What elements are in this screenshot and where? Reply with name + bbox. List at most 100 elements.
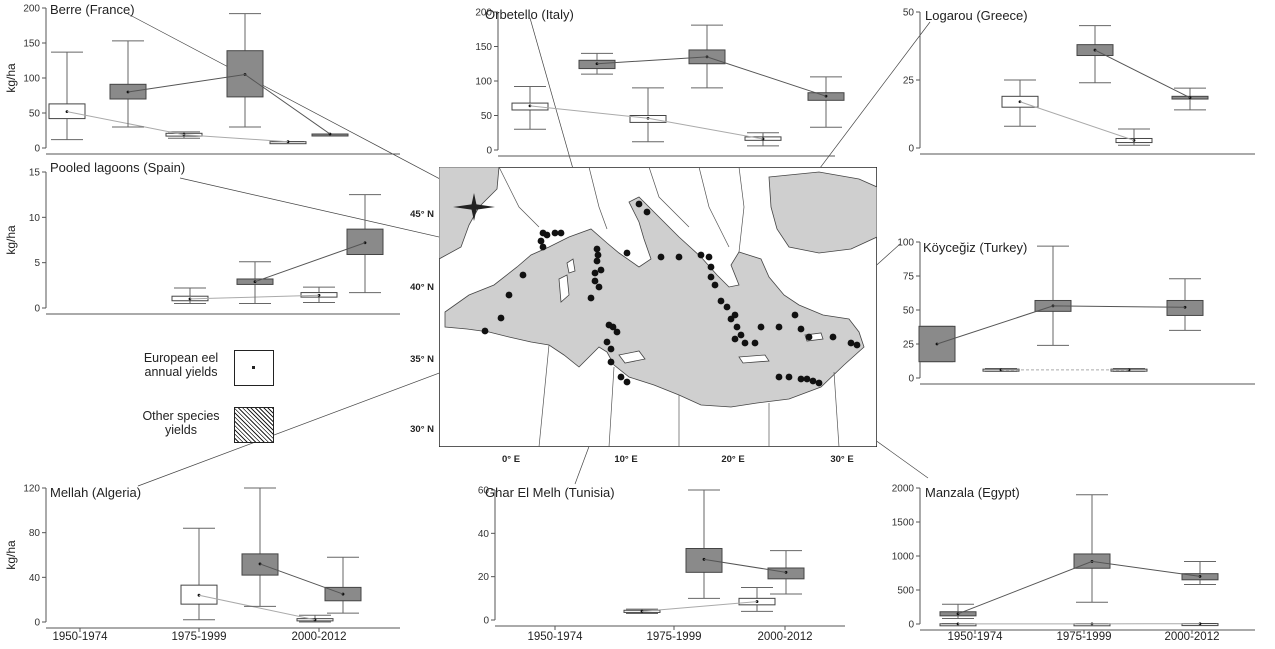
lagoon-site-dot [597, 266, 605, 274]
chart-ghar: 0 20 40 60 1950-1974 1975-1999 2000-2012 Ghar E… [478, 485, 845, 643]
lon-label-30: 30° E [830, 454, 853, 465]
lagoon-site-dot [543, 231, 551, 239]
lagoon-site-dot [643, 208, 651, 216]
lagoon-site-dot [775, 373, 783, 381]
y-tick-label: 20 [478, 572, 490, 583]
lagoon-site-dot [623, 378, 631, 386]
y-tick-label: 75 [903, 272, 915, 283]
y-tick-label: 120 [23, 484, 40, 495]
lagoon-site-dot [803, 375, 811, 383]
y-tick-label: 0 [908, 144, 914, 155]
lagoon-site-dot [594, 251, 602, 259]
x-tick-label: 1950-1974 [948, 631, 1004, 643]
y-tick-label: 50 [903, 306, 915, 317]
y-tick-label: 40 [478, 529, 490, 540]
lagoon-site-dot [617, 373, 625, 381]
country-border [538, 344, 550, 448]
lagoon-site-dot [727, 315, 735, 323]
other-trend-line [127, 73, 331, 135]
y-tick-label: 2000 [892, 484, 915, 495]
legend-eel-label: European eel annual yields [143, 351, 219, 379]
y-tick-label: 60 [478, 486, 490, 497]
x-tick-label: 1950-1974 [53, 631, 109, 643]
country-border [698, 166, 730, 248]
lagoon-site-dot [595, 283, 603, 291]
black-sea [768, 171, 878, 254]
lagoon-site-dot [613, 328, 621, 336]
lagoon-site-dot [797, 325, 805, 333]
other-trend-line [259, 563, 344, 595]
panel-spain: 0 5 10 15 kg/ha Pooled lagoons (Spain) [0, 160, 430, 320]
lon-label-20: 20° E [721, 454, 744, 465]
y-tick-label: 40 [29, 573, 41, 584]
lagoon-site-dot [733, 323, 741, 331]
lagoon-site-dot [707, 263, 715, 271]
y-tick-label: 0 [34, 618, 40, 629]
lagoon-site-dot [623, 249, 631, 257]
lagoon-site-dot [591, 269, 599, 277]
y-tick-label: 100 [897, 238, 914, 249]
lagoon-site-dot [717, 297, 725, 305]
lagoon-site-dot [705, 253, 713, 261]
lagoon-site-dot [635, 200, 643, 208]
panel-title: Berre (France) [50, 2, 135, 17]
panel-title: Manzala (Egypt) [925, 485, 1020, 500]
median-dot [1198, 575, 1202, 578]
lagoon-site-dot [537, 237, 545, 245]
panel-orbetello: 0 50 100 150 200 Orbetello (Italy) [445, 0, 845, 160]
y-tick-label: 150 [23, 39, 40, 50]
country-border [608, 366, 615, 448]
eel-trend-line [1019, 101, 1135, 141]
chart-spain: 0 5 10 15 kg/ha Pooled lagoons (Spain) [4, 160, 400, 315]
y-tick-label: 5 [34, 258, 40, 269]
lagoon-site-dot [603, 338, 611, 346]
lagoon-site-dot [591, 277, 599, 285]
lagoon-site-dot [609, 323, 617, 331]
lagoon-site-dot [805, 333, 813, 341]
y-tick-label: 1000 [892, 552, 915, 563]
lagoon-site-dot [775, 323, 783, 331]
lagoon-site-dot [675, 253, 683, 261]
x-tick-label: 1975-1999 [647, 631, 702, 643]
lagoon-site-dot [809, 377, 817, 385]
y-tick-label: 0 [486, 146, 492, 157]
panel-title: Pooled lagoons (Spain) [50, 160, 185, 175]
lagoon-site-dot [731, 335, 739, 343]
y-tick-label: 0 [908, 620, 914, 631]
country-border [738, 166, 745, 253]
x-tick-label: 2000-2012 [758, 631, 813, 643]
y-tick-label: 200 [23, 4, 40, 15]
map [438, 166, 878, 448]
y-tick-label: 50 [29, 109, 41, 120]
panel-title: Ghar El Melh (Tunisia) [485, 485, 615, 500]
median-dot [313, 618, 317, 622]
panel-title: Mellah (Algeria) [50, 485, 141, 500]
y-tick-label: 1500 [892, 518, 915, 529]
lat-label-35: 35° N [410, 354, 434, 365]
lagoon-sites [481, 200, 861, 387]
crete-island [738, 354, 770, 364]
eel-trend-line [66, 111, 289, 143]
panel-title: Köyceğiz (Turkey) [923, 240, 1027, 255]
median-dot [197, 593, 201, 597]
lagoon-site-dot [737, 331, 745, 339]
country-border [648, 166, 690, 228]
lagoon-site-dot [785, 373, 793, 381]
legend-other-swatch [234, 407, 274, 443]
panel-koycegiz: 0 25 50 75 100 Köyceğiz (Turkey) [885, 230, 1270, 390]
eel-trend-line [198, 594, 316, 621]
lagoon-site-dot [711, 281, 719, 289]
lagoon-site-dot [551, 229, 559, 237]
x-tick-label: 1975-1999 [172, 631, 227, 643]
chart-koycegiz: 0 25 50 75 100 Köyceğiz (Turkey) [897, 238, 1255, 385]
chart-berre: 0 50 100 150 200 kg/ha Berre (France) [4, 2, 400, 155]
lagoon-site-dot [757, 323, 765, 331]
lagoon-site-dot [497, 314, 505, 322]
other-trend-line [703, 558, 787, 573]
corsica-island [566, 258, 576, 274]
lagoon-site-dot [505, 291, 513, 299]
chart-mellah: 0 40 80 120 1950-1974 1975-1999 2000-2012 kg/ha… [4, 484, 400, 643]
median-dot [188, 297, 192, 301]
